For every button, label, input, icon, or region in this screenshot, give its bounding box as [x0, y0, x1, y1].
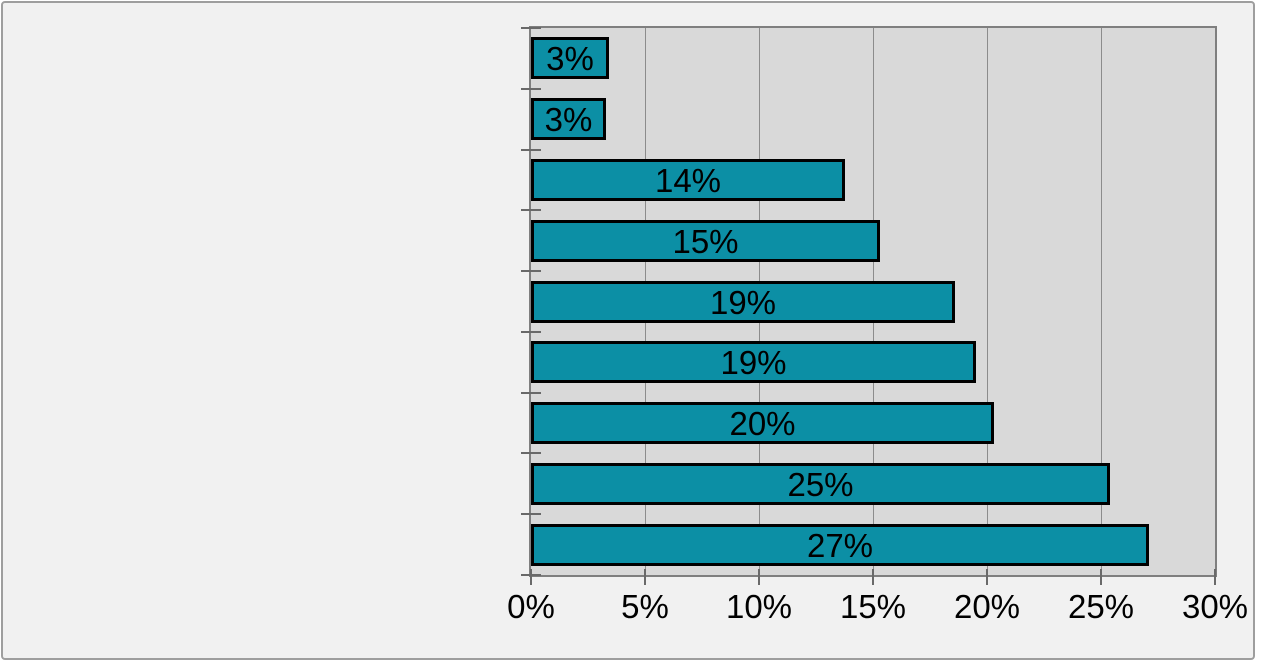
x-tick-label: 10%	[725, 588, 793, 625]
y-tick	[521, 513, 541, 515]
chart-widget: 3% 3% 14% 15% 19% 19% 20% 25% 27% 0% 5% 10% 15% 20% 2…	[1, 1, 1255, 660]
bar: 3%	[531, 98, 606, 140]
bar: 15%	[531, 220, 880, 262]
bar: 3%	[531, 37, 609, 79]
bar: 20%	[531, 402, 994, 444]
y-tick	[521, 209, 541, 211]
x-tick	[872, 569, 874, 585]
gridline	[987, 28, 988, 575]
x-tick	[1214, 569, 1216, 585]
y-tick	[521, 149, 541, 151]
y-tick	[521, 27, 541, 29]
plot-area: 3% 3% 14% 15% 19% 19% 20% 25% 27%	[529, 26, 1217, 577]
x-tick-label: 30%	[1181, 588, 1249, 625]
gridline	[1101, 28, 1102, 575]
bar-label: 3%	[544, 100, 593, 138]
bar-label: 19%	[720, 343, 787, 381]
bar-label: 15%	[672, 222, 739, 260]
y-tick	[521, 331, 541, 333]
bar-label: 3%	[546, 39, 594, 77]
y-tick	[521, 88, 541, 90]
x-tick-label: 0%	[507, 588, 555, 625]
bar-label: 19%	[709, 283, 777, 321]
y-tick	[521, 452, 541, 454]
x-tick-label: 25%	[1067, 588, 1135, 625]
x-tick-label: 20%	[953, 588, 1021, 625]
x-tick-label: 5%	[621, 588, 669, 625]
bar: 25%	[531, 463, 1110, 505]
bar: 27%	[531, 524, 1149, 566]
bar-label: 27%	[806, 526, 874, 564]
bar-label: 14%	[654, 161, 722, 199]
bar: 19%	[531, 281, 955, 323]
bar-label: 25%	[787, 465, 854, 503]
y-tick	[521, 392, 541, 394]
x-tick	[986, 569, 988, 585]
bar: 14%	[531, 159, 845, 201]
x-tick	[1100, 569, 1102, 585]
x-tick	[530, 569, 532, 585]
y-tick	[521, 270, 541, 272]
x-tick-label: 15%	[839, 588, 907, 625]
bar-label: 20%	[729, 404, 796, 442]
bar: 19%	[531, 341, 976, 383]
x-tick	[758, 569, 760, 585]
bar-series: 3% 3% 14% 15% 19% 19% 20% 25% 27%	[531, 28, 1215, 575]
x-tick	[644, 569, 646, 585]
